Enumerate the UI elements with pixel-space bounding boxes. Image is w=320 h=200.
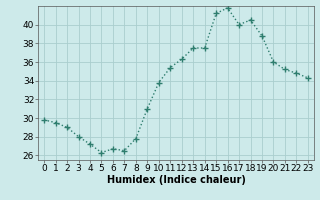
- X-axis label: Humidex (Indice chaleur): Humidex (Indice chaleur): [107, 175, 245, 185]
